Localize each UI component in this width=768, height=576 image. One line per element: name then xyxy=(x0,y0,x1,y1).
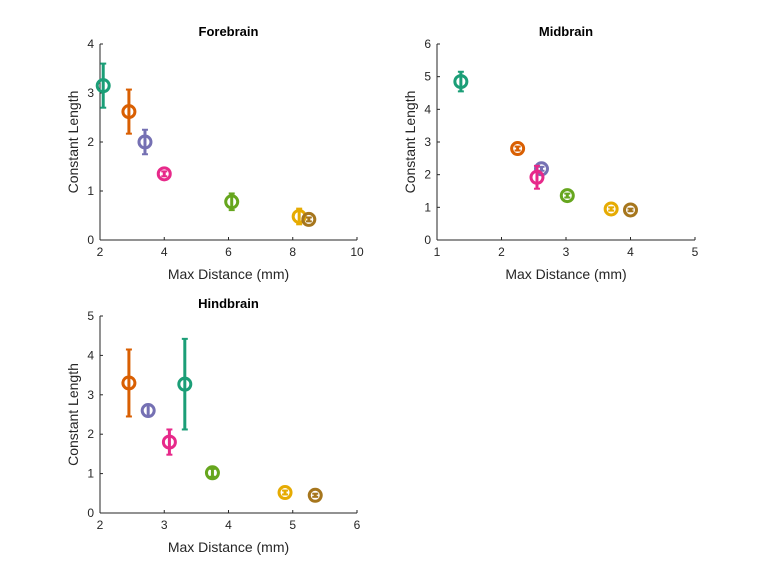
x-tick-label: 6 xyxy=(354,518,361,532)
data-point xyxy=(529,164,545,190)
data-point xyxy=(121,348,137,418)
y-tick-label: 4 xyxy=(87,37,94,51)
point-marker xyxy=(559,188,575,204)
data-point xyxy=(307,487,323,503)
data-point xyxy=(277,485,293,501)
y-tick-label: 4 xyxy=(87,348,94,362)
y-tick-label: 3 xyxy=(87,388,94,402)
x-tick-label: 3 xyxy=(563,245,570,259)
y-tick-label: 2 xyxy=(87,427,94,441)
y-axis-label: Constant Length xyxy=(402,91,418,194)
point-marker xyxy=(177,376,193,392)
data-point xyxy=(121,88,137,135)
data-point xyxy=(204,465,220,481)
y-tick-label: 5 xyxy=(87,309,94,323)
point-marker xyxy=(623,202,638,218)
y-tick-label: 0 xyxy=(424,233,431,247)
point-marker xyxy=(156,166,172,182)
y-tick-label: 1 xyxy=(424,200,431,214)
x-tick-label: 10 xyxy=(350,245,364,259)
point-marker xyxy=(277,485,293,501)
y-tick-label: 3 xyxy=(424,135,431,149)
subplot-hindbrain: 2 3 4 5 6 0 1 2 3 4 5 Hindbrain Max Distance (mm) Con… xyxy=(65,296,361,555)
x-tick-label: 4 xyxy=(161,245,168,259)
y-tick-label: 1 xyxy=(87,467,94,481)
y-axis-label: Constant Length xyxy=(65,91,81,194)
chart-title: Forebrain xyxy=(199,24,259,39)
data-point xyxy=(156,166,172,182)
data-point xyxy=(453,70,469,93)
point-marker xyxy=(161,434,177,450)
data-point xyxy=(224,192,240,212)
x-tick-label: 5 xyxy=(289,518,296,532)
data-point xyxy=(603,201,619,217)
x-tick-label: 4 xyxy=(627,245,634,259)
x-tick-label: 6 xyxy=(225,245,232,259)
y-tick-label: 4 xyxy=(424,102,431,116)
data-point xyxy=(161,428,177,456)
data-point xyxy=(95,62,111,109)
y-axis-label: Constant Length xyxy=(65,363,81,466)
data-point xyxy=(623,202,638,218)
x-tick-label: 2 xyxy=(498,245,505,259)
data-point xyxy=(177,337,193,431)
y-tick-label: 0 xyxy=(87,233,94,247)
point-marker xyxy=(453,74,469,90)
point-marker xyxy=(95,78,111,94)
point-marker xyxy=(603,201,619,217)
x-tick-label: 2 xyxy=(97,245,104,259)
y-tick-label: 0 xyxy=(87,506,94,520)
x-axis-label: Max Distance (mm) xyxy=(168,539,289,555)
point-marker xyxy=(529,169,545,185)
x-tick-label: 4 xyxy=(225,518,232,532)
y-tick-label: 6 xyxy=(424,37,431,51)
x-tick-label: 1 xyxy=(434,245,441,259)
y-tick-label: 3 xyxy=(87,86,94,100)
data-point xyxy=(510,141,526,157)
data-point xyxy=(301,211,317,227)
point-marker xyxy=(510,141,526,157)
subplot-forebrain: 2 4 6 8 10 0 1 2 3 4 Forebrain Max Distance (mm) Con… xyxy=(65,24,364,282)
point-marker xyxy=(204,465,220,481)
x-axis-label: Max Distance (mm) xyxy=(505,266,626,282)
point-marker xyxy=(307,487,323,503)
point-marker xyxy=(137,134,153,150)
point-marker xyxy=(140,403,156,419)
data-point xyxy=(559,188,575,204)
point-marker xyxy=(121,375,137,391)
y-tick-label: 1 xyxy=(87,184,94,198)
chart-title: Midbrain xyxy=(539,24,593,39)
point-marker xyxy=(301,211,317,227)
x-axis-label: Max Distance (mm) xyxy=(168,266,289,282)
y-tick-label: 2 xyxy=(424,168,431,182)
data-point xyxy=(137,128,153,156)
x-tick-label: 3 xyxy=(161,518,168,532)
data-point xyxy=(140,403,156,419)
x-tick-label: 2 xyxy=(97,518,104,532)
chart-title: Hindbrain xyxy=(198,296,259,311)
point-marker xyxy=(224,194,240,210)
y-tick-label: 5 xyxy=(424,70,431,84)
point-marker xyxy=(121,104,137,120)
y-tick-label: 2 xyxy=(87,135,94,149)
x-tick-label: 5 xyxy=(692,245,699,259)
x-tick-label: 8 xyxy=(289,245,296,259)
